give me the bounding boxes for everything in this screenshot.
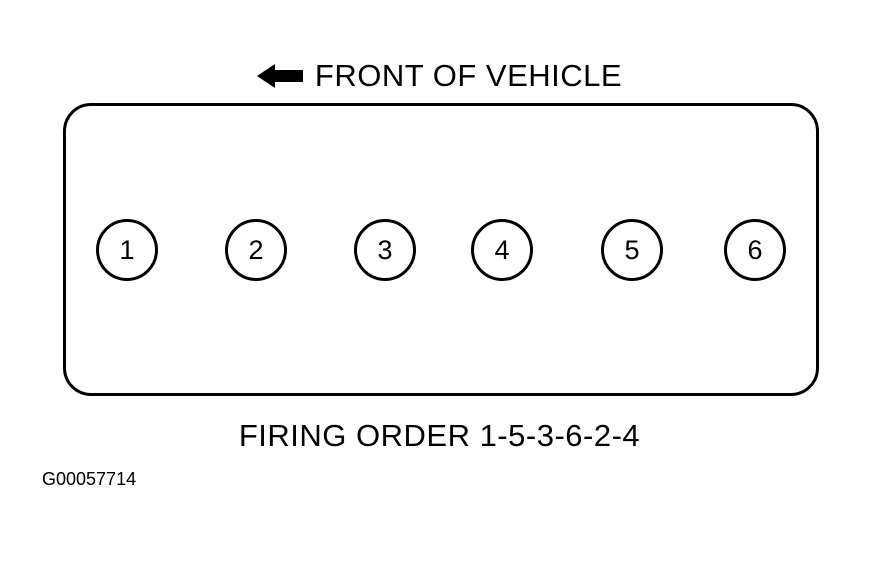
image-id-text: G00057714 <box>42 469 136 490</box>
cylinder-3: 3 <box>354 219 416 281</box>
header-text: FRONT OF VEHICLE <box>315 58 622 94</box>
cylinder-label-2: 2 <box>248 235 263 266</box>
cylinder-label-6: 6 <box>747 235 762 266</box>
cylinder-6: 6 <box>724 219 786 281</box>
header: FRONT OF VEHICLE <box>0 58 879 94</box>
cylinder-4: 4 <box>471 219 533 281</box>
arrow-left-icon <box>257 64 303 88</box>
cylinder-2: 2 <box>225 219 287 281</box>
firing-order-text: FIRING ORDER 1-5-3-6-2-4 <box>0 418 879 454</box>
cylinder-label-5: 5 <box>624 235 639 266</box>
cylinder-label-4: 4 <box>494 235 509 266</box>
cylinder-label-1: 1 <box>119 235 134 266</box>
cylinder-label-3: 3 <box>377 235 392 266</box>
cylinder-5: 5 <box>601 219 663 281</box>
cylinder-1: 1 <box>96 219 158 281</box>
engine-box <box>63 103 819 396</box>
